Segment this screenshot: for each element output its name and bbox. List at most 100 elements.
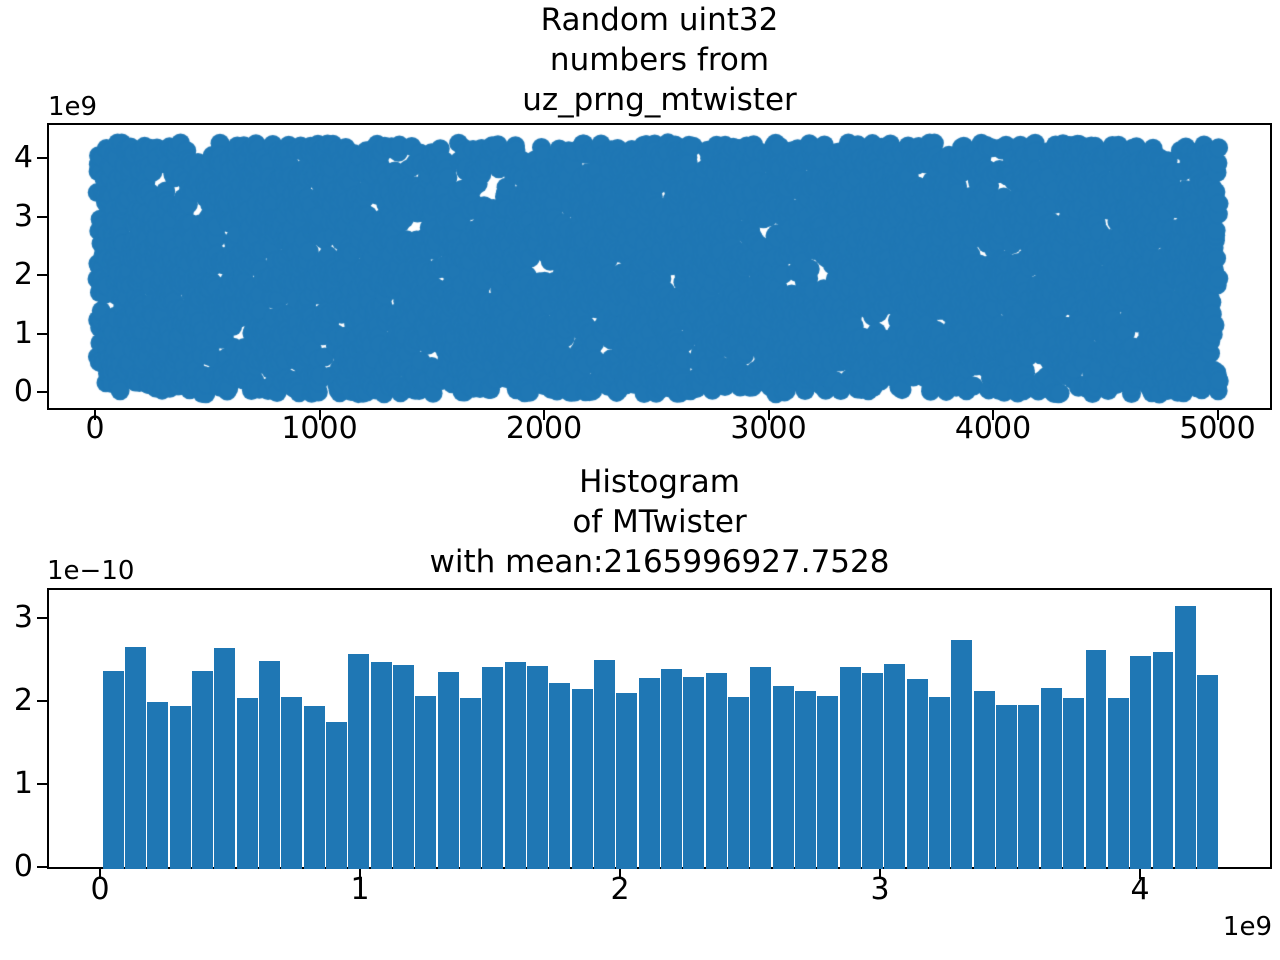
histogram-bar <box>303 706 325 869</box>
histogram-bar <box>348 654 370 869</box>
histogram-bar <box>884 664 906 869</box>
histogram-y-tick-mark <box>37 617 47 619</box>
histogram-bar <box>1130 655 1151 869</box>
histogram-bar <box>281 697 303 869</box>
scatter-x-tick-mark <box>543 410 545 420</box>
scatter-axes <box>47 123 1272 410</box>
scatter-x-tick-mark <box>767 410 770 420</box>
histogram-bar <box>817 695 839 869</box>
histogram-x-tick-label: 4 <box>1130 872 1150 907</box>
histogram-bar <box>1085 649 1107 869</box>
histogram-title-line-1: Histogram <box>579 464 740 500</box>
histogram-bar <box>326 722 347 869</box>
histogram-x-axis-offset-label: 1e9 <box>1222 912 1272 942</box>
scatter-y-axis-offset-label: 1e9 <box>48 92 98 122</box>
histogram-bar <box>393 664 414 869</box>
histogram-y-tick-mark <box>37 783 47 785</box>
histogram-x-tick-label: 3 <box>870 872 890 907</box>
histogram-bar <box>1018 704 1040 869</box>
histogram-title-line-2: of MTwister <box>572 504 747 540</box>
histogram-bar <box>795 691 816 869</box>
scatter-title-line-2: numbers from <box>549 42 770 78</box>
scatter-x-tick-label: 0 <box>85 411 105 446</box>
scatter-x-tick-label: 3000 <box>730 411 807 446</box>
histogram-y-tick-label: 2 <box>13 683 33 718</box>
histogram-bar <box>929 697 950 869</box>
histogram-y-tick-label: 3 <box>13 600 33 635</box>
scatter-y-tick-label: 2 <box>13 257 33 292</box>
histogram-bar <box>1174 605 1196 869</box>
scatter-x-tick-mark <box>94 410 96 420</box>
scatter-y-tick-label: 3 <box>13 198 33 234</box>
histogram-bar <box>973 690 995 869</box>
histogram-bar <box>370 662 392 869</box>
histogram-bar <box>772 685 794 869</box>
histogram-title: Histogram of MTwister with mean:21659969… <box>47 462 1272 582</box>
scatter-x-tick-label: 1000 <box>281 411 358 446</box>
histogram-bar <box>1107 698 1129 869</box>
histogram-bar <box>527 665 548 869</box>
histogram-x-tick-label: 2 <box>610 872 630 907</box>
histogram-bar <box>504 662 526 869</box>
histogram-bar <box>259 660 280 869</box>
histogram-x-tick-mark <box>359 869 361 879</box>
scatter-x-tick-label: 5000 <box>1179 411 1256 446</box>
histogram-x-tick-mark <box>99 869 101 879</box>
scatter-y-tick-mark <box>37 391 47 393</box>
histogram-bar <box>683 677 705 869</box>
histogram-y-axis-offset-label: 1e−10 <box>47 556 135 586</box>
histogram-x-tick-mark <box>1139 869 1141 879</box>
scatter-x-tick-mark <box>992 410 994 420</box>
histogram-y-tick-mark <box>37 700 47 702</box>
histogram-bar <box>906 678 928 869</box>
histogram-bar <box>147 702 169 869</box>
scatter-y-tick-mark <box>37 157 47 159</box>
histogram-bar <box>862 673 883 869</box>
histogram-bar <box>996 704 1017 869</box>
histogram-bar <box>839 667 861 869</box>
histogram-bar <box>1040 688 1062 869</box>
histogram-bars-container <box>51 592 1272 869</box>
scatter-x-tick-label: 2000 <box>505 411 583 446</box>
scatter-y-tick-mark <box>37 332 47 335</box>
histogram-bar <box>1063 698 1084 869</box>
histogram-bar <box>236 698 258 869</box>
scatter-y-tick-mark <box>37 274 47 276</box>
histogram-x-tick-label: 1 <box>350 872 370 907</box>
scatter-x-tick-mark <box>1216 410 1219 420</box>
histogram-bar <box>192 670 213 869</box>
histogram-bar <box>661 669 682 869</box>
scatter-title: Random uint32 numbers from uz_prng_mtwis… <box>47 0 1272 120</box>
scatter-x-tick-mark <box>318 410 321 420</box>
scatter-y-tick-label: 0 <box>13 374 33 409</box>
histogram-x-tick-label: 0 <box>90 872 110 907</box>
histogram-bar <box>214 648 236 869</box>
histogram-y-tick-label: 0 <box>13 849 33 884</box>
histogram-bar <box>437 671 459 869</box>
histogram-title-line-3: with mean:2165996927.7528 <box>429 544 890 580</box>
histogram-x-tick-mark <box>879 869 881 879</box>
histogram-bar <box>638 678 660 869</box>
scatter-title-line-1: Random uint32 <box>540 2 779 38</box>
histogram-bar <box>951 639 973 869</box>
histogram-bar <box>415 695 437 869</box>
histogram-y-tick-mark <box>37 866 47 868</box>
histogram-bar <box>460 698 481 869</box>
histogram-bar <box>549 683 571 869</box>
scatter-y-tick-mark <box>37 215 47 218</box>
histogram-bar <box>705 673 727 869</box>
histogram-bar <box>1197 674 1218 869</box>
histogram-bar <box>125 646 146 869</box>
histogram-bar <box>750 667 772 869</box>
histogram-bar <box>102 670 124 869</box>
scatter-points-canvas <box>51 127 1272 410</box>
histogram-bar <box>594 659 615 869</box>
histogram-bar <box>616 693 638 869</box>
scatter-y-tick-label: 4 <box>13 140 33 175</box>
scatter-title-line-3: uz_prng_mtwister <box>522 82 797 118</box>
histogram-bar <box>1152 652 1174 869</box>
scatter-y-tick-label: 1 <box>13 315 33 351</box>
scatter-x-tick-label: 4000 <box>954 411 1032 446</box>
histogram-bar <box>482 667 504 869</box>
